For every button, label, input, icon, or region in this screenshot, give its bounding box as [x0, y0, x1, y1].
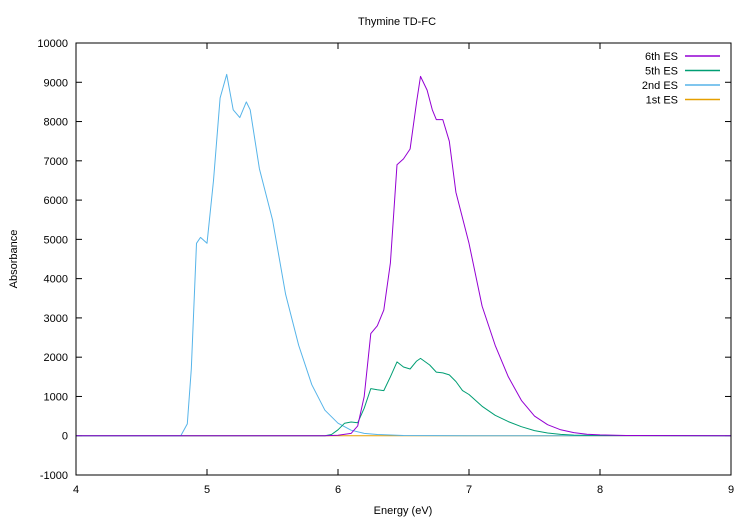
- y-tick-label: 2000: [44, 352, 68, 364]
- y-tick-label: 6000: [44, 195, 68, 207]
- y-tick-label: 3000: [44, 313, 68, 325]
- x-tick-label: 4: [73, 484, 79, 496]
- x-axis-label: Energy (eV): [374, 505, 433, 517]
- y-tick-label: 10000: [37, 38, 68, 50]
- y-tick-label: 4000: [44, 274, 68, 286]
- legend: 6th ES 5th ES 2nd ES 1st ES: [642, 51, 720, 107]
- x-tick-label: 8: [597, 484, 603, 496]
- series-line-5th-es: [76, 357, 732, 437]
- y-tick-label: -1000: [40, 470, 68, 482]
- series-line-6th-es: [76, 75, 732, 437]
- y-tick-label: 9000: [44, 77, 68, 89]
- legend-label: 6th ES: [645, 51, 678, 63]
- chart-title: Thymine TD-FC: [358, 16, 436, 28]
- x-tick-label: 6: [335, 484, 341, 496]
- x-tick-label: 5: [204, 484, 210, 496]
- plot-frame: [75, 42, 732, 476]
- legend-label: 1st ES: [646, 95, 678, 107]
- y-tick-label: 5000: [44, 234, 68, 246]
- series-line-2nd-es: [76, 73, 731, 437]
- y-tick-label: 8000: [44, 117, 68, 129]
- legend-label: 5th ES: [645, 66, 678, 78]
- y-tick-label: 1000: [44, 391, 68, 403]
- y-tick-label: 7000: [44, 156, 68, 168]
- x-tick-label: 9: [728, 484, 734, 496]
- y-tick-label: 0: [62, 431, 68, 443]
- y-axis-label: Absorbance: [8, 230, 20, 289]
- legend-label: 2nd ES: [642, 80, 678, 92]
- series-lines: [76, 73, 732, 437]
- x-tick-label: 7: [466, 484, 472, 496]
- y-axis-ticks: -1000 0 1000 2000 3000 4000 5000 6000 7000 8000 90…: [37, 38, 731, 482]
- x-axis-ticks: 4 5 6 7 8 9: [73, 43, 734, 496]
